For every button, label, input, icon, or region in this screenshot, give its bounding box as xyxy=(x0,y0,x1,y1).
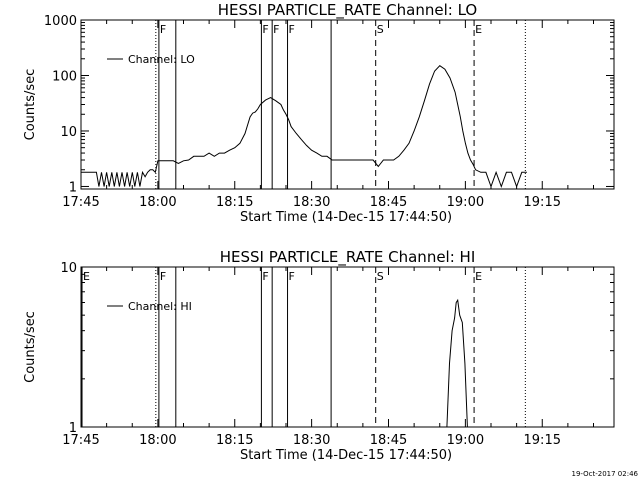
x-tick-label-lo: 18:45 xyxy=(370,195,407,210)
x-tick-label-hi: 19:15 xyxy=(524,433,561,448)
x-tick-label-hi: 17:45 xyxy=(62,433,99,448)
event-marker-label-hi: F xyxy=(289,270,295,283)
event-marker-label-lo: E xyxy=(475,23,482,36)
x-tick-label-hi: 18:30 xyxy=(293,433,330,448)
plot-frame-hi xyxy=(80,266,615,428)
y-tick-label-hi: 1 xyxy=(69,421,77,436)
x-tick-label-hi: 18:15 xyxy=(216,433,253,448)
y-tick-label-lo: 10 xyxy=(60,125,77,140)
event-marker-label-hi: F xyxy=(262,270,268,283)
x-tick-label-lo: 19:00 xyxy=(447,195,484,210)
event-marker-label-hi: E xyxy=(83,270,90,283)
y-tick-label-lo: 1000 xyxy=(44,14,77,29)
chart-title-lo: HESSI PARTICLE_RATE Channel: LO xyxy=(218,1,477,20)
y-tick-label-lo: 1 xyxy=(69,180,77,195)
x-tick-label-hi: 18:00 xyxy=(139,433,176,448)
event-marker-label-lo: F xyxy=(289,23,295,36)
event-marker-label-hi: F xyxy=(160,270,166,283)
event-marker-label-lo: S xyxy=(377,23,384,36)
event-marker-label-hi: S xyxy=(377,270,384,283)
x-tick-label-lo: 18:00 xyxy=(139,195,176,210)
event-marker-label-lo: F xyxy=(160,23,166,36)
y-axis-title-hi: Counts/sec xyxy=(23,311,38,383)
chart-panel-hi: HESSI PARTICLE_RATE Channel: HI Counts/s… xyxy=(23,248,615,463)
event-marker-label-lo: F xyxy=(262,23,268,36)
series-line-hi xyxy=(446,298,468,428)
x-tick-label-lo: 18:30 xyxy=(293,195,330,210)
x-tick-label-lo: 19:15 xyxy=(524,195,561,210)
plot-frame-lo xyxy=(80,19,615,190)
legend-label-lo: Channel: LO xyxy=(128,53,195,66)
y-tick-label-hi: 10 xyxy=(60,261,77,276)
chart-title-hi: HESSI PARTICLE_RATE Channel: HI xyxy=(220,248,476,267)
chart-panel-lo: HESSI PARTICLE_RATE Channel: LO Counts/s… xyxy=(23,1,615,225)
x-axis-title-hi: Start Time (14-Dec-15 17:44:50) xyxy=(240,448,452,463)
event-marker-label-lo: F xyxy=(273,23,279,36)
generation-timestamp: 19-Oct-2017 02:46 xyxy=(572,470,639,478)
y-axis-title-lo: Counts/sec xyxy=(23,69,38,141)
x-tick-label-lo: 17:45 xyxy=(62,195,99,210)
y-tick-label-lo: 100 xyxy=(52,69,77,84)
legend-label-hi: Channel: HI xyxy=(128,300,192,313)
x-tick-label-hi: 18:45 xyxy=(370,433,407,448)
series-line-lo xyxy=(81,65,527,188)
event-marker-label-hi: E xyxy=(475,270,482,283)
x-tick-label-hi: 19:00 xyxy=(447,433,484,448)
x-tick-label-lo: 18:15 xyxy=(216,195,253,210)
x-axis-title-lo: Start Time (14-Dec-15 17:44:50) xyxy=(240,210,452,225)
